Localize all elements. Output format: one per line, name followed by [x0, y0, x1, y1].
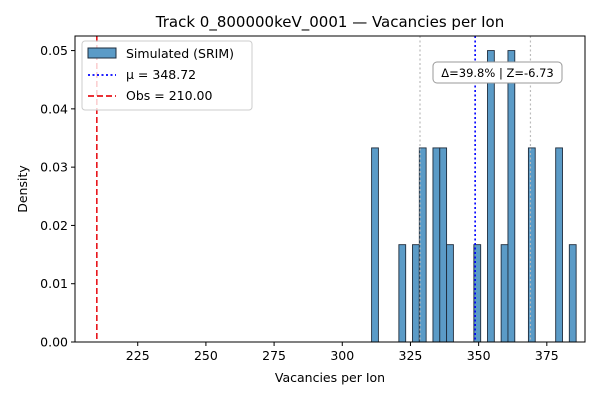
y-tick-label: 0.05 [40, 43, 68, 58]
legend-label-mean: μ = 348.72 [126, 67, 196, 82]
y-axis-label: Density [15, 165, 30, 213]
legend-frame [81, 40, 253, 111]
y-tick-label: 0.04 [40, 101, 68, 116]
chart-title: Track 0_800000keV_0001 — Vacancies per I… [155, 13, 504, 32]
y-tick-label: 0.03 [40, 160, 68, 175]
y-axis-ticks: 0.00 0.01 0.02 0.03 0.04 0.05 [40, 43, 75, 350]
x-tick-label: 325 [399, 348, 423, 363]
x-tick-label: 375 [535, 348, 559, 363]
y-tick-label: 0.02 [40, 218, 68, 233]
histogram-bars [371, 50, 577, 343]
histogram-bar [398, 244, 407, 343]
x-tick-label: 300 [330, 348, 354, 363]
histogram-bar [500, 244, 509, 343]
histogram-bar [568, 244, 577, 343]
legend-label-simulated: Simulated (SRIM) [126, 46, 234, 61]
stats-annotation: Δ=39.8% | Z=-6.73 [432, 61, 563, 84]
legend-swatch-simulated [87, 47, 117, 59]
x-tick-label: 250 [194, 348, 218, 363]
x-tick-label: 350 [467, 348, 491, 363]
y-tick-label: 0.00 [40, 335, 68, 350]
histogram-bar [371, 147, 379, 343]
x-axis-label: Vacancies per Ion [275, 370, 385, 385]
plot-frame [74, 35, 586, 343]
stats-annotation-box [432, 61, 563, 84]
histogram-bar [487, 50, 495, 343]
y-tick-label: 0.01 [40, 276, 68, 291]
histogram-bar [446, 244, 454, 343]
stats-annotation-text: Δ=39.8% | Z=-6.73 [441, 66, 554, 80]
histogram-bar [507, 50, 516, 343]
legend-label-obs: Obs = 210.00 [126, 88, 212, 103]
x-axis-ticks: 225 250 275 300 325 350 375 [126, 342, 559, 363]
x-tick-label: 225 [126, 348, 150, 363]
histogram-bar [439, 147, 448, 343]
histogram-bar [432, 147, 441, 343]
legend: Simulated (SRIM) μ = 348.72 Obs = 210.00 [81, 40, 253, 111]
histogram-bar [527, 147, 536, 343]
histogram-bar [412, 244, 420, 343]
histogram-bar [555, 147, 563, 343]
x-tick-label: 275 [262, 348, 286, 363]
